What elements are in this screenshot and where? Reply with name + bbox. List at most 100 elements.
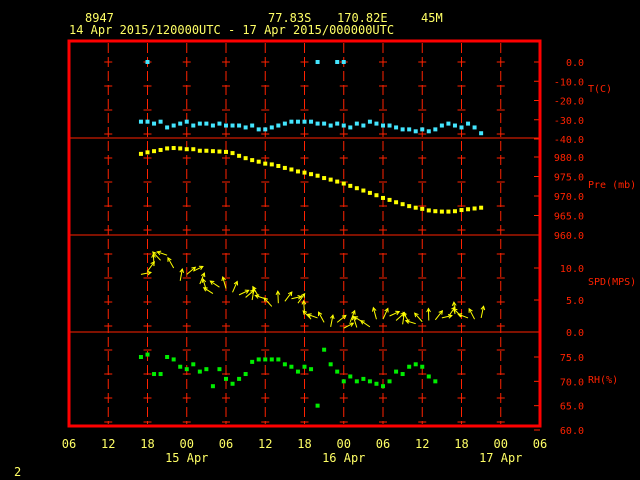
y-tick-label: -40.0 [554, 135, 584, 146]
panel-label-humidity: RH(%) [588, 375, 618, 386]
wind-arrow-head [297, 294, 303, 300]
wind-arrow-head [179, 267, 185, 273]
y-tick-label: 970.0 [554, 192, 584, 203]
temperature-point [302, 119, 307, 124]
humidity-point [400, 372, 405, 377]
x-tick-label: 12 [258, 437, 272, 451]
wind-arrow-head [263, 297, 269, 302]
wind-arrow [330, 315, 334, 327]
wind-arrow-head [452, 307, 458, 313]
pressure-point [210, 149, 215, 154]
y-tick-label: 975.0 [554, 173, 584, 184]
humidity-point [328, 362, 333, 367]
y-tick-label: -20.0 [554, 97, 584, 108]
wind-arrow [382, 308, 389, 320]
humidity-point [152, 372, 157, 377]
humidity-point [158, 372, 163, 377]
wind-arrow-head [146, 270, 152, 276]
pressure-point [178, 146, 183, 151]
wind-arrow-head [349, 322, 355, 327]
temperature-point [165, 125, 170, 130]
wind-arrow-head [457, 313, 463, 318]
wind-arrow [480, 306, 485, 319]
panel-label-pressure: Pre (mb) [588, 180, 636, 191]
wind-arrow-head [402, 311, 407, 317]
temperature-point [361, 123, 366, 128]
wind-arrow-head [306, 313, 312, 318]
humidity-point [138, 355, 143, 359]
temperature-point [256, 127, 261, 132]
temperature-point [400, 127, 405, 132]
pressure-point [381, 195, 385, 200]
wind-arrow-head [438, 309, 444, 315]
temperature-point [224, 123, 228, 128]
wind-arrow-head [156, 250, 162, 256]
wind-arrow [291, 296, 302, 300]
wind-arrow-head [353, 316, 359, 321]
x-date-label: 16 Apr [322, 451, 365, 465]
panel-label-wind: SPD(MPS) [588, 277, 636, 288]
wind-arrow-head [244, 289, 250, 294]
humidity-point [224, 376, 228, 381]
x-tick-label: 06 [533, 437, 547, 451]
wind-arrow [152, 251, 161, 261]
y-tick-label: -30.0 [554, 116, 584, 127]
temperature-point [413, 129, 418, 134]
humidity-point [361, 376, 366, 381]
humidity-point [269, 357, 274, 362]
x-tick-label: 06 [62, 437, 76, 451]
wind-arrow [147, 261, 155, 272]
temperature-point [426, 129, 431, 134]
wind-arrow [255, 295, 266, 300]
pressure-point [158, 147, 163, 152]
temperature-point [184, 119, 189, 124]
temperature-point [243, 125, 248, 130]
wind-arrow [318, 311, 325, 323]
temperature-point [171, 123, 176, 128]
humidity-point [250, 359, 255, 364]
wind-arrow [414, 312, 423, 323]
temperature-point [269, 125, 274, 130]
humidity-point [295, 369, 300, 374]
x-tick-label: 00 [494, 437, 508, 451]
pressure-point [224, 149, 228, 154]
wind-arrow [199, 272, 205, 285]
page-number: 2 [14, 465, 21, 479]
pressure-point [472, 206, 477, 211]
wind-arrow [343, 322, 354, 329]
humidity-point [171, 357, 176, 362]
temperature-point [210, 123, 215, 128]
wind-arrow-head [191, 266, 197, 272]
temperature-point [472, 125, 477, 130]
humidity-point [315, 403, 320, 408]
wind-arrow [458, 313, 469, 319]
pressure-point [269, 162, 274, 167]
pressure-point [243, 156, 248, 161]
humidity-point [210, 384, 215, 389]
wind-arrow-head [152, 251, 157, 257]
plot-data [138, 60, 486, 408]
humidity-point [302, 364, 307, 369]
wind-arrow-head [426, 307, 431, 313]
temperature-point [335, 60, 340, 64]
humidity-point [309, 367, 314, 372]
y-tick-label: 75.0 [560, 353, 584, 364]
pressure-point [335, 179, 340, 184]
wind-arrow-head [202, 287, 208, 292]
pressure-point [289, 167, 294, 172]
pressure-point [295, 169, 300, 174]
temperature-point [433, 127, 438, 132]
wind-arrow-head [233, 280, 239, 286]
humidity-point [191, 362, 196, 367]
pressure-point [407, 204, 412, 209]
wind-arrow [157, 251, 168, 256]
temperature-point [466, 121, 471, 126]
temperature-point [315, 121, 320, 126]
temperature-point [276, 123, 281, 128]
pressure-point [374, 193, 379, 198]
humidity-point [204, 367, 209, 372]
wind-arrow [284, 291, 293, 302]
grid [104, 43, 505, 424]
y-tick-label: 60.0 [560, 426, 584, 437]
wind-arrow [245, 289, 255, 298]
